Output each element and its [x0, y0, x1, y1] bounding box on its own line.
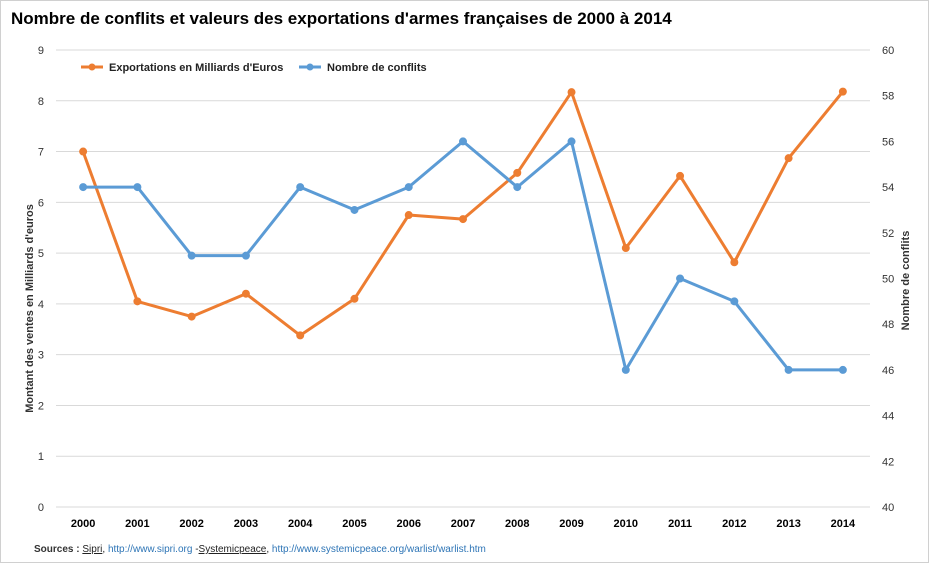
data-point	[133, 297, 142, 306]
x-tick-label: 2011	[668, 518, 692, 530]
data-point	[404, 183, 413, 192]
data-point	[784, 154, 793, 163]
y2-axis-title: Nombre de conflits	[900, 231, 912, 331]
data-point	[730, 297, 739, 306]
y-tick-label: 7	[38, 147, 44, 159]
data-point	[241, 289, 250, 298]
sources-separator: -	[195, 544, 199, 555]
y2-tick-label: 42	[882, 456, 894, 468]
data-point	[79, 147, 88, 156]
data-point	[79, 183, 88, 192]
y-tick-label: 4	[38, 299, 44, 311]
y-tick-label: 8	[38, 96, 44, 108]
data-point	[241, 251, 250, 260]
data-point	[350, 205, 359, 214]
y2-tick-label: 54	[882, 182, 894, 194]
data-point	[513, 183, 522, 192]
y-tick-label: 6	[38, 197, 44, 209]
data-point	[296, 183, 305, 192]
data-point	[621, 244, 630, 253]
sources-footnote: Sources : Sipri, http://www.sipri.org -S…	[34, 544, 486, 555]
data-point	[513, 168, 522, 177]
x-tick-label: 2006	[396, 518, 420, 530]
x-tick-label: 2010	[614, 518, 638, 530]
x-tick-label: 2014	[831, 518, 856, 530]
data-point	[838, 87, 847, 96]
x-tick-label: 2005	[342, 518, 366, 530]
sources-label: Sources :	[34, 544, 80, 555]
data-point	[567, 88, 576, 97]
data-point	[296, 331, 305, 340]
data-point	[350, 294, 359, 303]
x-tick-label: 2009	[559, 518, 583, 530]
x-tick-label: 2012	[722, 518, 746, 530]
x-tick-label: 2008	[505, 518, 529, 530]
data-point	[730, 258, 739, 267]
systemicpeace-link[interactable]: Systemicpeace	[198, 544, 267, 555]
y2-tick-label: 48	[882, 319, 894, 331]
data-point	[404, 211, 413, 220]
sipri-link[interactable]: Sipri	[82, 544, 103, 555]
chart-title: Nombre de conflits et valeurs des export…	[11, 9, 672, 28]
x-tick-label: 2001	[125, 518, 149, 530]
y-tick-label: 9	[38, 45, 44, 57]
y2-tick-label: 46	[882, 365, 894, 377]
y2-tick-label: 50	[882, 274, 894, 286]
x-tick-label: 2013	[776, 518, 800, 530]
x-tick-label: 2000	[71, 518, 95, 530]
legend-marker	[306, 63, 314, 71]
data-point	[838, 365, 847, 374]
data-point	[187, 251, 196, 260]
data-point	[187, 312, 196, 321]
y-tick-label: 0	[38, 502, 44, 514]
y2-tick-label: 40	[882, 502, 894, 514]
data-point	[676, 274, 685, 283]
data-point	[676, 171, 685, 180]
y-tick-label: 1	[38, 451, 44, 463]
y2-tick-label: 58	[882, 91, 894, 103]
y-axis-title: Montant des ventes en Milliards d'euros	[24, 204, 36, 413]
y-tick-label: 3	[38, 350, 44, 362]
data-point	[567, 137, 576, 146]
data-point	[784, 365, 793, 374]
y-tick-label: 2	[38, 400, 44, 412]
y2-tick-label: 52	[882, 228, 894, 240]
y2-tick-label: 60	[882, 45, 894, 57]
data-point	[133, 183, 142, 192]
y-tick-label: 5	[38, 248, 44, 260]
sipri-url[interactable]: http://www.sipri.org	[107, 544, 193, 555]
data-point	[459, 215, 467, 224]
data-point	[459, 137, 467, 146]
x-tick-label: 2004	[288, 518, 313, 530]
legend-label: Nombre de conflits	[327, 62, 427, 74]
systemicpeace-url[interactable]: http://www.systemicpeace.org/warlist/war…	[271, 544, 486, 555]
x-tick-label: 2003	[234, 518, 258, 530]
x-tick-label: 2002	[179, 518, 203, 530]
x-tick-label: 2007	[451, 518, 475, 530]
y2-tick-label: 56	[882, 136, 894, 148]
legend-label: Exportations en Milliards d'Euros	[109, 62, 283, 74]
data-point	[621, 365, 630, 374]
legend-marker	[88, 63, 96, 71]
y2-tick-label: 44	[882, 411, 894, 423]
